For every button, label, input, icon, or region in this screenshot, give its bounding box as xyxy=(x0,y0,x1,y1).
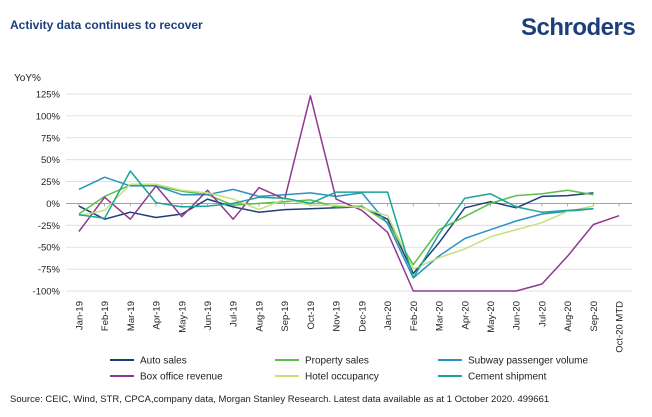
x-tick-label: Feb-20 xyxy=(409,301,420,331)
brand-logo: Schroders xyxy=(521,14,636,41)
x-tick-label: Oct-20 MTD xyxy=(615,301,626,353)
x-tick-label: May-20 xyxy=(486,301,497,333)
y-axis-label: YoY% xyxy=(14,73,41,84)
y-tick-label: -25% xyxy=(38,221,61,232)
legend-label: Subway passenger volume xyxy=(468,356,589,367)
x-tick-label: Sep-20 xyxy=(589,301,600,332)
source-note: Source: CEIC, Wind, STR, CPCA,company da… xyxy=(10,394,550,405)
x-tick-label: Apr-19 xyxy=(152,301,163,330)
x-tick-label: Jan-19 xyxy=(74,301,85,330)
x-tick-label: Sep-19 xyxy=(280,301,291,332)
y-tick-label: 125% xyxy=(36,90,61,101)
x-tick-label: Jan-20 xyxy=(383,301,394,330)
x-tick-label: Feb-19 xyxy=(100,301,111,331)
y-tick-label: -50% xyxy=(38,243,61,254)
x-tick-label: Jun-20 xyxy=(512,301,523,330)
series-line xyxy=(78,184,594,266)
legend: Auto sales Property sales Subway passenger… xyxy=(110,356,589,383)
x-tick-label: Nov-19 xyxy=(332,301,343,332)
legend-label: Property sales xyxy=(305,356,369,367)
chart-title: Activity data continues to recover xyxy=(10,18,203,32)
series-line xyxy=(78,95,620,292)
x-tick-label: Aug-20 xyxy=(563,301,574,332)
y-tick-label: 100% xyxy=(36,111,61,122)
y-tick-label: -75% xyxy=(38,265,61,276)
legend-label: Auto sales xyxy=(140,356,187,367)
x-tick-label: May-19 xyxy=(177,301,188,333)
legend-label: Hotel occupancy xyxy=(305,372,379,383)
x-tick-label: Aug-19 xyxy=(254,301,265,332)
y-tick-label: 75% xyxy=(41,133,61,144)
y-tick-label: 0% xyxy=(46,199,60,210)
x-tick-label: Apr-20 xyxy=(460,301,471,330)
y-tick-label: 25% xyxy=(41,177,61,188)
y-tick-label: -100% xyxy=(33,287,61,298)
x-tick-labels: Jan-19 Feb-19 Mar-19 Apr-19 May-19 Jun-19 Jul-… xyxy=(74,203,626,353)
series-line xyxy=(78,192,594,275)
x-tick-label: Jul-19 xyxy=(229,301,240,327)
x-tick-label: Mar-20 xyxy=(435,301,446,331)
y-tick-labels: 125% 100% 75% 50% 25% 0% -25% -50% -75% -100% xyxy=(33,90,61,298)
series-lines xyxy=(78,95,620,292)
series-line xyxy=(78,170,594,279)
x-tick-label: Jul-20 xyxy=(537,301,548,327)
y-tick-label: 50% xyxy=(41,155,61,166)
x-tick-label: Dec-19 xyxy=(357,301,368,332)
legend-label: Box office revenue xyxy=(140,372,223,383)
legend-label: Cement shipment xyxy=(468,372,547,383)
x-tick-label: Mar-19 xyxy=(126,301,137,331)
x-tick-label: Jun-19 xyxy=(203,301,214,330)
x-tick-label: Oct-19 xyxy=(306,301,317,330)
series-line xyxy=(78,183,594,270)
